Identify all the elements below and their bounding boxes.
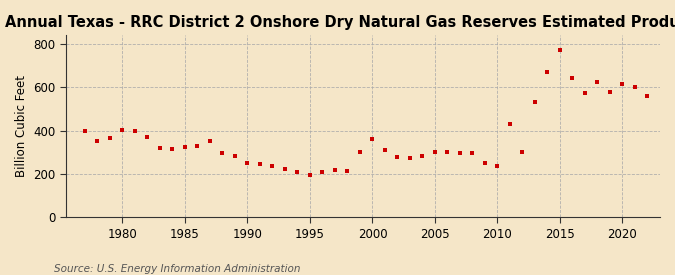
Point bbox=[130, 129, 140, 133]
Point bbox=[542, 70, 553, 74]
Point bbox=[329, 167, 340, 172]
Point bbox=[555, 48, 566, 53]
Point bbox=[580, 90, 591, 95]
Point bbox=[142, 135, 153, 139]
Point bbox=[92, 139, 103, 144]
Point bbox=[80, 129, 90, 133]
Title: Annual Texas - RRC District 2 Onshore Dry Natural Gas Reserves Estimated Product: Annual Texas - RRC District 2 Onshore Dr… bbox=[5, 15, 675, 30]
Point bbox=[417, 153, 428, 158]
Point bbox=[304, 173, 315, 177]
Point bbox=[642, 94, 653, 98]
Point bbox=[442, 150, 453, 155]
Point bbox=[155, 146, 165, 150]
Point bbox=[467, 151, 478, 156]
Point bbox=[404, 156, 415, 160]
Point bbox=[530, 100, 541, 105]
Point bbox=[567, 75, 578, 80]
Point bbox=[117, 127, 128, 132]
Point bbox=[279, 166, 290, 171]
Point bbox=[630, 85, 641, 90]
Text: Source: U.S. Energy Information Administration: Source: U.S. Energy Information Administ… bbox=[54, 264, 300, 274]
Point bbox=[379, 148, 390, 152]
Point bbox=[367, 137, 378, 142]
Point bbox=[205, 139, 215, 144]
Point bbox=[230, 153, 240, 158]
Point bbox=[592, 80, 603, 84]
Point bbox=[342, 169, 353, 173]
Point bbox=[317, 170, 328, 174]
Point bbox=[167, 147, 178, 151]
Point bbox=[492, 164, 503, 169]
Point bbox=[392, 155, 403, 159]
Point bbox=[480, 161, 491, 165]
Point bbox=[217, 151, 228, 156]
Point bbox=[429, 150, 440, 155]
Point bbox=[267, 164, 278, 169]
Point bbox=[254, 162, 265, 166]
Point bbox=[617, 82, 628, 86]
Point bbox=[354, 150, 365, 155]
Point bbox=[192, 144, 203, 148]
Point bbox=[605, 89, 616, 94]
Point bbox=[180, 145, 190, 149]
Point bbox=[517, 150, 528, 155]
Point bbox=[292, 170, 303, 174]
Y-axis label: Billion Cubic Feet: Billion Cubic Feet bbox=[15, 75, 28, 177]
Point bbox=[454, 151, 465, 156]
Point bbox=[105, 136, 115, 141]
Point bbox=[242, 161, 253, 165]
Point bbox=[505, 122, 516, 127]
